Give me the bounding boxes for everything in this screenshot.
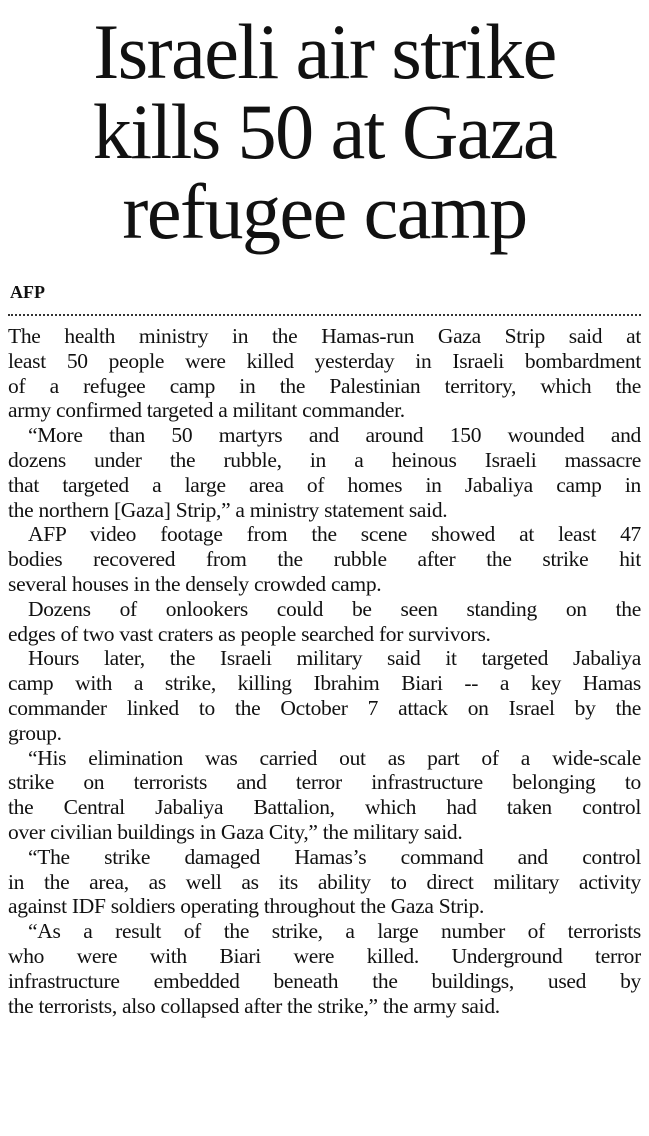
byline: AFP <box>10 282 45 302</box>
paragraph-line: the Central Jabaliya Battalion, which ha… <box>8 795 641 820</box>
article-paragraph: AFP video footage from the scene showed … <box>8 522 641 596</box>
paragraph-line: “More than 50 martyrs and around 150 wou… <box>28 423 641 448</box>
paragraph-line: The health ministry in the Hamas-run Gaz… <box>8 324 641 348</box>
paragraph-line: army confirmed targeted a militant comma… <box>8 398 405 423</box>
paragraph-line: bodies recovered from the rubble after t… <box>8 547 641 572</box>
paragraph-line: against IDF soldiers operating throughou… <box>8 894 485 919</box>
dotted-divider <box>8 314 641 316</box>
paragraph-line: dozens under the rubble, in a heinous Is… <box>8 447 641 472</box>
paragraph-line: of a refugee camp in the Palestinian ter… <box>8 373 641 398</box>
paragraph-line: camp with a strike, killing Ibrahim Biar… <box>8 671 641 696</box>
paragraph-line: commander linked to the October 7 attack… <box>8 695 641 720</box>
paragraph-line: the terrorists, also collapsed after the… <box>8 993 500 1018</box>
paragraph-line: edges of two vast craters as people sear… <box>8 621 491 646</box>
article-paragraph: “The strike damaged Hamas’s command and … <box>8 845 641 919</box>
paragraph-line: “His elimination was carried out as part… <box>28 745 641 770</box>
paragraph-line: least 50 people were killed yesterday in… <box>8 348 641 373</box>
headline-line: refugee camp <box>122 168 528 255</box>
paragraph-line: that targeted a large area of homes in J… <box>8 472 641 497</box>
headline-line: kills 50 at Gaza <box>92 88 558 175</box>
headline-line: Israeli air strike <box>93 8 557 95</box>
paragraph-line: who were with Biari were killed. Undergr… <box>8 943 641 968</box>
paragraph-line: strike on terrorists and terror infrastr… <box>8 770 641 795</box>
article-paragraph: “More than 50 martyrs and around 150 wou… <box>8 423 641 522</box>
paragraph-line: AFP video footage from the scene showed … <box>28 522 641 547</box>
headline: Israeli air strike kills 50 at Gaza refu… <box>0 0 649 252</box>
article-paragraph: Hours later, the Israeli military said i… <box>8 646 641 745</box>
paragraph-line: over civilian buildings in Gaza City,” t… <box>8 819 463 844</box>
paragraph-line: “As a result of the strike, a large numb… <box>28 919 641 944</box>
paragraph-line: Dozens of onlookers could be seen standi… <box>28 596 641 621</box>
paragraph-line: Hours later, the Israeli military said i… <box>28 646 641 671</box>
article-paragraph: Dozens of onlookers could be seen standi… <box>8 597 641 647</box>
paragraph-line: in the area, as well as its ability to d… <box>8 869 641 894</box>
paragraph-line: group. <box>8 720 62 745</box>
article-body: The health ministry in the Hamas-run Gaz… <box>8 324 641 1018</box>
paragraph-line: the northern [Gaza] Strip,” a ministry s… <box>8 497 448 522</box>
paragraph-line: several houses in the densely crowded ca… <box>8 571 382 596</box>
paragraph-line: infrastructure embedded beneath the buil… <box>8 968 641 993</box>
article-paragraph: “His elimination was carried out as part… <box>8 746 641 845</box>
article-paragraph: “As a result of the strike, a large numb… <box>8 919 641 1018</box>
paragraph-line: “The strike damaged Hamas’s command and … <box>28 844 641 869</box>
article-paragraph: The health ministry in the Hamas-run Gaz… <box>8 324 641 423</box>
